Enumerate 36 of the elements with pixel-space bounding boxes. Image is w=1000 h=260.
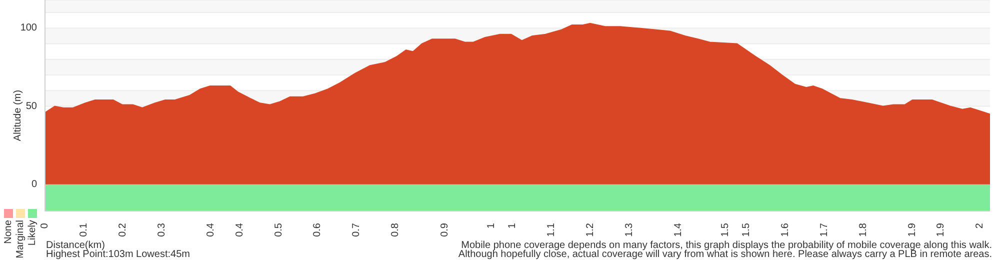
y-tick-label: 0	[31, 178, 38, 190]
band-label: Likely	[27, 220, 38, 248]
text: None	[3, 220, 14, 246]
x-tick-label: 0.3	[156, 222, 168, 237]
x-tick-label: 1	[507, 222, 518, 229]
x-tick-label: 0	[40, 222, 50, 229]
x-tick-label: 0.6	[312, 222, 324, 237]
text: Marginal	[15, 220, 26, 260]
text: Highest Point:103m Lowest:45m	[46, 249, 190, 260]
x-tick-label: 0.5	[273, 222, 284, 237]
text: Although hopefully close, actual coverage will vary from what is shown here. Please always carry a PLB in remote areas.	[458, 249, 992, 260]
x-tick-label: 1	[486, 222, 498, 229]
y-tick-label: 50	[26, 100, 38, 112]
x-tick-label: 1.3	[624, 222, 635, 237]
text: Distance(km)	[46, 240, 105, 251]
x-tick-label: 1.6	[780, 222, 791, 237]
y-tick-label: 100	[20, 22, 38, 34]
y-axis-title: Altitude (m)	[12, 90, 24, 142]
x-tick-label: 0.9	[439, 222, 450, 237]
x-tick-label: 2	[974, 222, 986, 229]
x-tick-label: 1.5	[740, 222, 752, 237]
x-tick-label: 1.4	[673, 222, 684, 237]
x-tick-label: 1.2	[585, 222, 596, 237]
x-tick-label: 0.2	[117, 222, 128, 237]
text: Mobile phone coverage depends on many factors, this graph displays the probability of mobile coverage along this walk.	[461, 240, 992, 251]
x-tick-label: 1.5	[720, 222, 731, 237]
x-tick-label: 1.7	[818, 222, 830, 237]
x-tick-label: 1.9	[936, 222, 947, 237]
x-tick-label: 0.7	[351, 222, 362, 237]
x-tick-label: 1.1	[546, 222, 558, 237]
x-tick-label: 0.1	[78, 222, 90, 237]
x-tick-label: 1.9	[906, 222, 918, 237]
x-tick-label: 0.8	[390, 222, 402, 237]
x-tick-label: 0.4	[205, 222, 216, 237]
x-tick-label: 1.8	[858, 222, 869, 237]
x-tick-label: 0.4	[234, 222, 246, 237]
